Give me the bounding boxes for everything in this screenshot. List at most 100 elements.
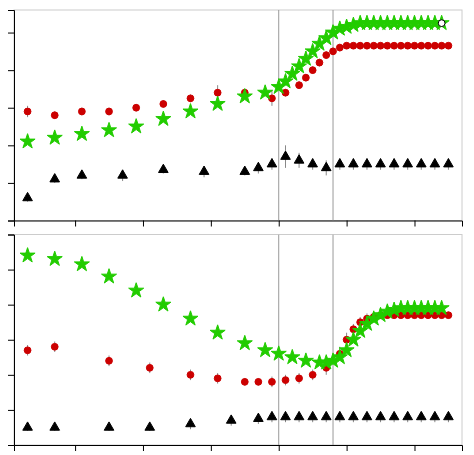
point (255, 378, 262, 385)
y-tick-mark (8, 183, 14, 184)
point (160, 101, 167, 108)
x-tick (347, 221, 348, 227)
point (350, 42, 357, 49)
point (389, 411, 399, 419)
point (296, 375, 303, 382)
x-tick-mark (414, 221, 415, 227)
y-tick-mark (8, 445, 14, 446)
y-tick (8, 270, 14, 271)
point (321, 411, 331, 419)
point (389, 159, 399, 167)
x-tick (143, 445, 144, 451)
y-tick (8, 375, 14, 376)
point (267, 159, 277, 167)
y-tick (8, 108, 14, 109)
point (106, 108, 113, 115)
point (444, 159, 454, 167)
point (146, 364, 153, 371)
x-tick-mark (414, 445, 415, 451)
x-tick-mark (211, 221, 212, 227)
point (349, 411, 359, 419)
point (118, 170, 128, 178)
point (269, 378, 276, 385)
point (74, 256, 89, 270)
point (349, 159, 359, 167)
point (282, 377, 289, 384)
series (23, 411, 453, 431)
point (403, 159, 413, 167)
point (156, 297, 171, 311)
x-tick (347, 445, 348, 451)
point (78, 108, 85, 115)
point (343, 42, 350, 49)
point (267, 411, 277, 419)
point (294, 411, 304, 419)
point (187, 95, 194, 102)
point (20, 134, 35, 148)
point (438, 20, 445, 27)
y-tick (8, 305, 14, 306)
point (77, 170, 87, 178)
x-tick (279, 445, 280, 451)
point (308, 159, 318, 167)
point (159, 164, 169, 172)
y-tick-mark (8, 340, 14, 341)
y-tick (8, 221, 14, 222)
point (51, 112, 58, 119)
point (362, 411, 372, 419)
point (156, 111, 171, 125)
y-tick-mark (8, 108, 14, 109)
x-tick-mark (75, 445, 76, 451)
point (285, 349, 300, 363)
point (74, 126, 89, 140)
point (302, 74, 309, 81)
point (309, 371, 316, 378)
point (50, 422, 60, 430)
x-tick (75, 221, 76, 227)
panel (8, 10, 463, 227)
point (24, 108, 31, 115)
point (339, 342, 354, 356)
point (445, 42, 452, 49)
x-axis-line (15, 446, 463, 452)
point (210, 325, 225, 339)
point (133, 104, 140, 111)
plot-frame (14, 10, 462, 221)
point (309, 67, 316, 74)
point (186, 418, 196, 426)
y-tick (8, 445, 14, 446)
series (20, 248, 449, 369)
y-tick-mark (8, 70, 14, 71)
point (294, 155, 304, 163)
y-tick-mark (8, 221, 14, 222)
point (199, 166, 209, 174)
series (24, 312, 452, 387)
point (258, 85, 273, 99)
point (425, 42, 432, 49)
point (384, 42, 391, 49)
point (102, 122, 117, 136)
point (434, 300, 449, 314)
panel (8, 235, 463, 452)
point (438, 42, 445, 49)
x-tick (414, 445, 415, 451)
point (183, 311, 198, 325)
point (296, 82, 303, 89)
y-tick (8, 235, 14, 236)
series (20, 15, 449, 148)
x-axis (15, 221, 463, 227)
x-axis-line (15, 221, 463, 227)
plot-area (20, 235, 453, 446)
vertical-line (333, 235, 334, 446)
y-tick-mark (8, 33, 14, 34)
point (47, 251, 62, 265)
point (237, 89, 252, 103)
point (431, 42, 438, 49)
point (254, 413, 264, 421)
y-tick (8, 410, 14, 411)
y-tick-mark (8, 375, 14, 376)
point (376, 411, 386, 419)
x-tick (279, 221, 280, 227)
point (23, 422, 33, 430)
point (411, 42, 418, 49)
